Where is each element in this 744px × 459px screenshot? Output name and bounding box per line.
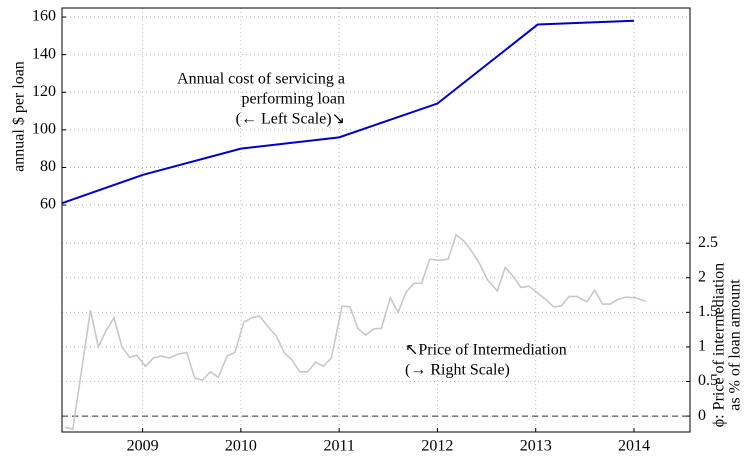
annotation: performing loan (241, 91, 345, 108)
annotation: (← Left Scale)↘ (236, 111, 345, 128)
y-tick-label: 60 (40, 196, 56, 213)
x-tick-label: 2014 (618, 438, 650, 455)
x-tick-label: 2010 (225, 438, 257, 455)
annotation: Annual cost of servicing a (177, 71, 345, 88)
y-tick-label: 120 (32, 83, 56, 100)
y-tick-label: 80 (40, 158, 56, 175)
y-axis-label: annual $ per loan (11, 61, 28, 172)
y2-tick-label: 2.5 (698, 234, 718, 251)
y2-tick-label: 2 (698, 268, 706, 285)
y-tick-label: 100 (32, 121, 56, 138)
y-tick-label: 160 (32, 8, 56, 25)
x-tick-label: 2013 (520, 438, 552, 455)
y2-tick-label: 0.5 (698, 372, 718, 389)
y2-tick-label: 0 (698, 407, 706, 424)
y2-tick-label: 1.5 (698, 303, 718, 320)
y2-tick-label: 1 (698, 338, 706, 355)
annotation: ↖Price of Intermediation (405, 342, 567, 359)
y-tick-label: 140 (32, 45, 56, 62)
x-tick-label: 2011 (323, 438, 354, 455)
annotation: (→ Right Scale) (405, 362, 510, 379)
x-tick-label: 2012 (421, 438, 453, 455)
x-tick-label: 2009 (127, 438, 159, 455)
data-line (61, 19, 635, 205)
plot-frame (61, 7, 691, 433)
y2-axis-label: ϕ: Price of intermediation (711, 263, 728, 427)
y2-axis-label: as % of loan amount (727, 279, 744, 411)
data-line (64, 233, 647, 431)
